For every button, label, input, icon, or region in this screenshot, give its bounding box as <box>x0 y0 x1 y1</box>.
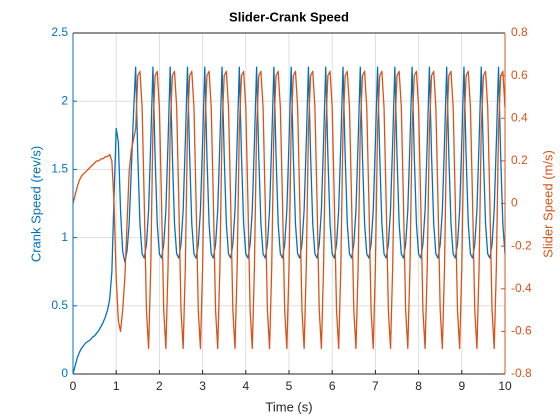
y-tick-label: 0 <box>61 366 68 380</box>
y2-tick-label: 0.4 <box>511 110 528 124</box>
y2-tick-label: 0.8 <box>511 25 528 39</box>
y2-tick-label: -0.8 <box>511 366 532 380</box>
y2-tick-label: 0.6 <box>511 68 528 82</box>
series-line <box>72 70 506 350</box>
y2-tick-label: -0.2 <box>511 238 532 252</box>
x-tick-label: 6 <box>329 379 336 393</box>
y2-tick-label: -0.4 <box>511 281 532 295</box>
y-tick-label: 1 <box>61 230 68 244</box>
x-tick-label: 1 <box>113 379 120 393</box>
y-tick-label: 0.5 <box>51 298 68 312</box>
y-tick-label: 2 <box>61 93 68 107</box>
x-tick-label: 3 <box>199 379 206 393</box>
x-tick-label: 2 <box>156 379 163 393</box>
y-tick-label: 2.5 <box>51 25 68 39</box>
x-tick-label: 0 <box>70 379 77 393</box>
x-tick-label: 8 <box>415 379 422 393</box>
y-axis-label: Crank Speed (rev/s) <box>28 146 43 262</box>
x-tick-label: 7 <box>372 379 379 393</box>
x-axis-label: Time (s) <box>265 399 312 414</box>
x-tick-label: 5 <box>286 379 293 393</box>
x-tick-label: 4 <box>242 379 249 393</box>
x-tick-label: 9 <box>458 379 465 393</box>
x-tick-label: 10 <box>498 379 512 393</box>
chart-title: Slider-Crank Speed <box>229 9 349 24</box>
y2-tick-label: 0 <box>511 196 518 210</box>
y2-tick-label: 0.2 <box>511 153 528 167</box>
y2-tick-label: -0.6 <box>511 324 532 338</box>
y-tick-label: 1.5 <box>51 162 68 176</box>
y2-axis-label: Slider Speed (m/s) <box>540 150 555 258</box>
